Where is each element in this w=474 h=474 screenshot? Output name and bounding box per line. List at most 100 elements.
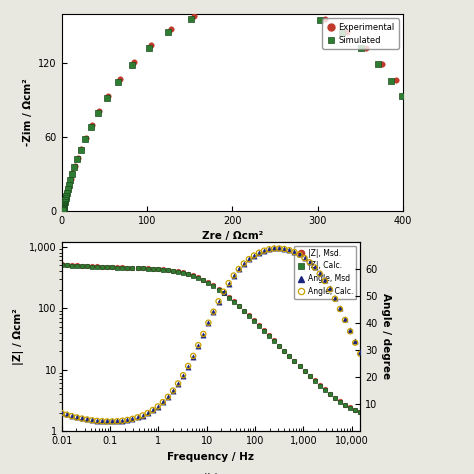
Point [109, 264, 116, 271]
Point [60, 202, 68, 210]
Point [159, 399, 167, 406]
Point [250, 252, 258, 259]
Point [98, 417, 106, 425]
Point [73, 414, 81, 421]
Point [281, 347, 288, 355]
Point [306, 372, 313, 379]
Point [63, 192, 70, 200]
Point [61, 198, 69, 206]
Point [321, 386, 328, 394]
Point [351, 406, 359, 414]
Point [220, 289, 228, 296]
Point [316, 16, 324, 24]
Point [169, 267, 177, 275]
Point [260, 247, 268, 255]
Point [356, 409, 364, 416]
Point [291, 357, 298, 365]
Point [95, 107, 103, 115]
Point [240, 260, 247, 267]
Point [215, 285, 222, 293]
Point [205, 279, 212, 286]
Point [59, 206, 67, 213]
Point [83, 263, 91, 270]
Point [149, 265, 156, 273]
Point [144, 409, 152, 417]
Point [301, 367, 309, 374]
Point [184, 270, 192, 278]
Point [331, 394, 339, 401]
Point [291, 248, 298, 255]
Point [250, 252, 258, 259]
Point [245, 255, 253, 263]
Point [316, 382, 324, 389]
Point [109, 418, 116, 425]
Point [93, 417, 101, 425]
Point [215, 298, 222, 305]
Point [113, 417, 121, 425]
Point [118, 417, 126, 425]
Point [164, 29, 172, 36]
Point [184, 363, 192, 371]
Point [270, 337, 278, 345]
Point [128, 61, 136, 69]
Point [235, 265, 243, 273]
Point [187, 16, 194, 23]
Point [220, 288, 228, 295]
Point [58, 409, 65, 417]
Point [144, 410, 152, 417]
Point [311, 377, 319, 385]
Point [109, 263, 116, 271]
Point [134, 264, 141, 272]
Point [74, 155, 82, 162]
Point [235, 302, 243, 310]
Point [128, 415, 136, 423]
Point [124, 416, 131, 424]
Point [296, 250, 303, 258]
Point [210, 308, 217, 316]
Point [83, 416, 91, 423]
Point [225, 280, 232, 287]
Point [169, 387, 177, 395]
Point [265, 332, 273, 339]
Point [341, 316, 349, 324]
Point [59, 206, 67, 213]
Point [93, 417, 101, 425]
Point [306, 258, 313, 265]
Point [230, 272, 237, 279]
Point [78, 262, 86, 270]
Point [230, 272, 237, 280]
Point [63, 189, 71, 197]
Point [200, 276, 207, 284]
Point [139, 264, 146, 272]
X-axis label: Zre / Ωcm²: Zre / Ωcm² [201, 231, 263, 241]
Point [281, 245, 288, 253]
Point [103, 263, 111, 271]
Point [301, 367, 309, 375]
Point [346, 404, 354, 411]
Point [331, 394, 339, 402]
Point [336, 398, 344, 405]
Point [343, 28, 351, 36]
Point [67, 176, 74, 184]
Point [77, 146, 84, 154]
Point [286, 352, 293, 359]
Point [250, 317, 258, 324]
Point [179, 269, 187, 277]
Point [164, 266, 172, 274]
Point [179, 269, 187, 276]
Point [190, 352, 197, 360]
Point [93, 263, 101, 271]
Point [164, 393, 172, 401]
Point [68, 412, 75, 419]
Point [338, 29, 346, 37]
Point [64, 185, 72, 193]
Point [98, 418, 106, 425]
Point [399, 92, 406, 100]
Point [63, 191, 70, 199]
Point [205, 279, 212, 287]
Point [128, 264, 136, 272]
Point [286, 353, 293, 360]
Point [301, 254, 309, 261]
Point [104, 92, 112, 100]
Point [124, 416, 131, 424]
